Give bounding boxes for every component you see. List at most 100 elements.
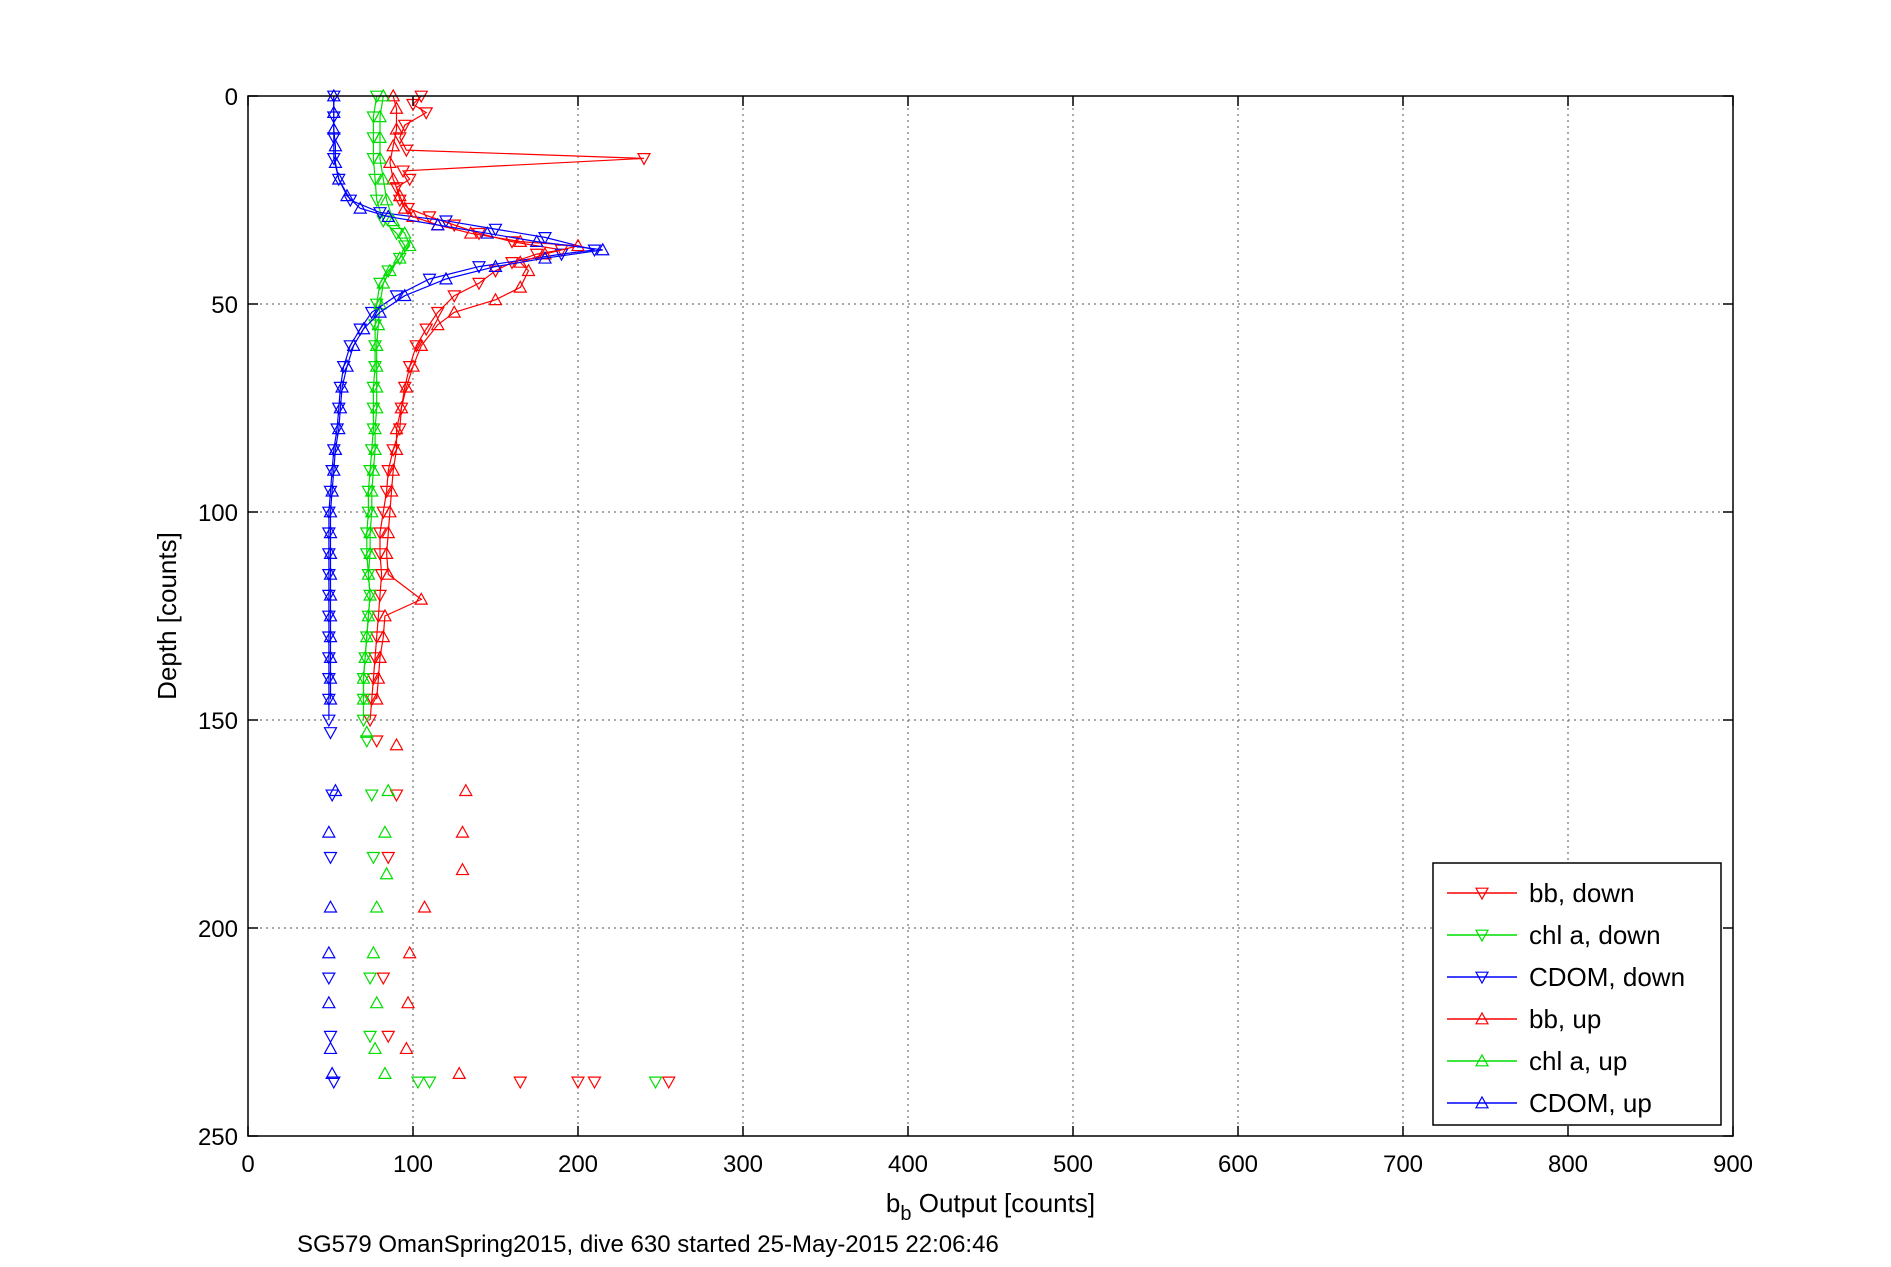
data-point [397, 119, 412, 133]
series-2 [321, 90, 602, 1090]
data-point [392, 188, 407, 202]
data-point [331, 421, 346, 435]
data-point [537, 246, 553, 260]
data-point [323, 727, 338, 740]
data-point [377, 608, 392, 622]
legend-item: bb, up [1447, 1004, 1601, 1034]
data-point [339, 359, 355, 372]
data-point [359, 725, 374, 738]
data-point [455, 825, 470, 838]
data-point [554, 248, 569, 262]
data-point [396, 165, 411, 179]
axis-ticks: 0 100 200 300 400 500 600 700 800 900 0 50 100 150 200… [198, 84, 1753, 1178]
data-point [381, 265, 396, 278]
data-series [321, 88, 676, 1090]
data-point [376, 171, 391, 185]
data-point [447, 219, 462, 233]
data-point [330, 423, 345, 437]
x-tick-label: 500 [1053, 1151, 1093, 1178]
data-point [321, 693, 336, 707]
data-point [356, 671, 371, 684]
data-point [366, 945, 381, 959]
data-point [358, 650, 373, 663]
y-axis-label: Depth [counts] [152, 532, 182, 700]
data-point [321, 972, 336, 986]
data-point [570, 238, 586, 252]
data-point [325, 1066, 340, 1079]
data-point [321, 631, 336, 645]
data-point [382, 504, 397, 518]
data-point [379, 192, 394, 206]
data-point [422, 273, 437, 287]
data-point [326, 444, 341, 457]
data-point [323, 546, 338, 559]
data-point [648, 1076, 663, 1090]
legend-label: chl a, down [1529, 920, 1661, 950]
data-point [636, 153, 652, 166]
data-point [595, 242, 610, 256]
y-tick-label: 0 [225, 84, 238, 111]
data-point [376, 275, 391, 289]
data-point [537, 251, 553, 264]
x-tick-label: 300 [723, 1151, 763, 1178]
data-point [661, 1076, 676, 1090]
data-point [364, 483, 379, 497]
data-point [381, 851, 396, 865]
series-line [369, 95, 645, 721]
legend-swatch-marker [1474, 887, 1490, 901]
data-point [364, 504, 379, 518]
data-point [389, 737, 404, 751]
data-point [402, 945, 417, 959]
data-point [326, 105, 341, 119]
legend-item: CDOM, down [1447, 962, 1685, 992]
data-point [363, 972, 378, 986]
legend-label: bb, down [1529, 878, 1635, 908]
data-point [452, 1066, 467, 1079]
data-point [323, 650, 338, 663]
data-point [326, 122, 341, 135]
data-point [369, 194, 384, 208]
data-point [356, 691, 371, 705]
plot-frame [247, 95, 1734, 1137]
data-point [381, 1030, 396, 1044]
legend-swatch-marker [1474, 929, 1490, 943]
data-point [471, 277, 487, 291]
data-point [369, 735, 384, 749]
data-point [372, 296, 388, 310]
data-point [394, 400, 409, 414]
data-point [513, 234, 528, 247]
data-point [366, 423, 381, 437]
data-point [372, 527, 388, 541]
y-tick-label: 200 [198, 916, 238, 943]
data-point [377, 1066, 392, 1079]
data-point [376, 629, 391, 643]
data-point [386, 171, 401, 185]
data-point [399, 379, 414, 393]
data-point [405, 209, 421, 223]
data-point [447, 305, 462, 318]
data-point [363, 1030, 378, 1044]
x-tick-label: 400 [888, 1151, 928, 1178]
data-point [369, 359, 384, 372]
data-point [417, 899, 432, 913]
data-point [422, 1076, 437, 1090]
data-point [363, 525, 378, 539]
data-point [326, 463, 341, 476]
data-point [372, 109, 388, 123]
data-point [321, 714, 336, 728]
data-point [570, 1076, 586, 1090]
data-point [333, 381, 348, 395]
data-point [364, 693, 379, 707]
data-point [369, 400, 384, 414]
data-point [381, 567, 396, 580]
data-point [463, 226, 478, 239]
data-point [372, 305, 388, 318]
data-point [488, 259, 503, 272]
data-point [381, 465, 396, 478]
data-point [353, 201, 368, 214]
data-point [323, 485, 338, 499]
x-axis-label-main: b [886, 1188, 900, 1218]
x-tick-label: 0 [241, 1151, 254, 1178]
x-axis-label-rest: Output [counts] [912, 1188, 1096, 1218]
